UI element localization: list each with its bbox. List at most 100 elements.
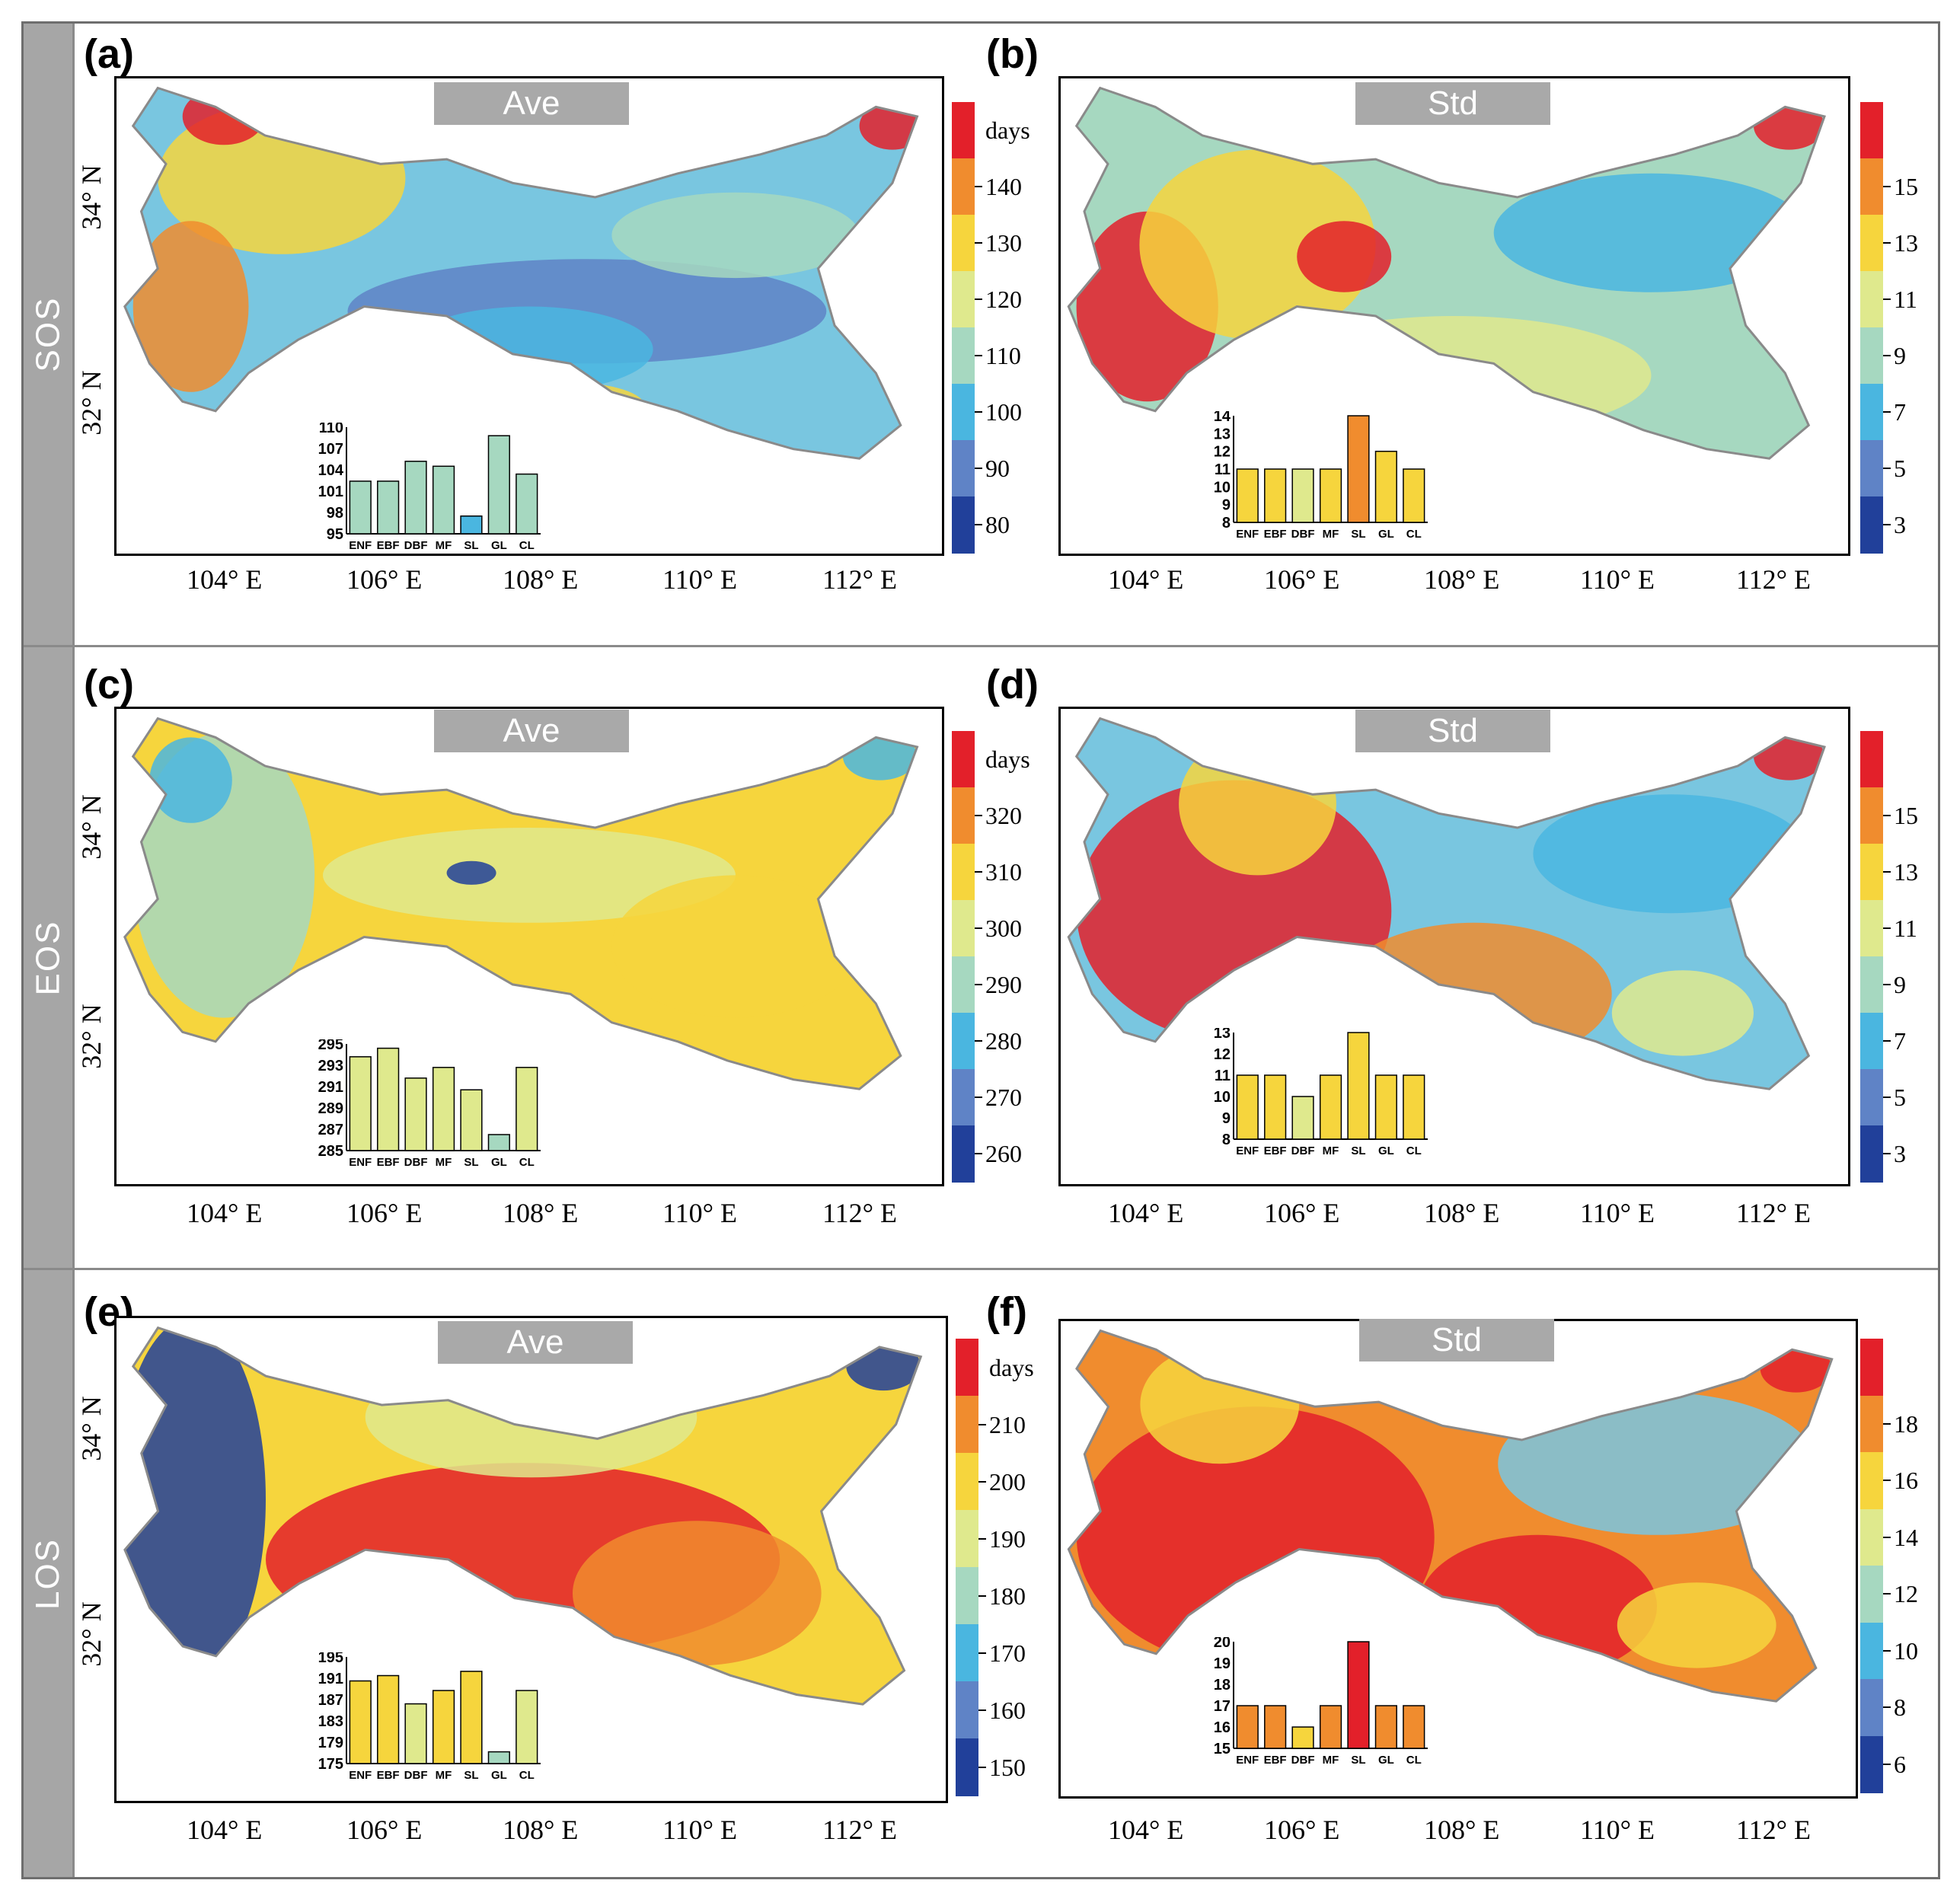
colorbar-tick-label: 12	[1894, 1580, 1918, 1608]
region-patch	[859, 102, 918, 150]
lon-label: 106° E	[346, 1198, 423, 1228]
region-patch	[1139, 149, 1376, 340]
inset-bar	[404, 1703, 427, 1764]
colorbar-tick-label: 300	[985, 915, 1022, 942]
colorbar-swatch	[952, 215, 975, 272]
colorbar-tick-label: 3	[1894, 1140, 1906, 1167]
colorbar-swatch	[1860, 1508, 1883, 1566]
colorbar-tick-label: 180	[989, 1582, 1026, 1610]
inset-x-tick-label: EBF	[377, 539, 400, 552]
inset-bar-chart: 195 191 187 183 179 175 ENF EBF DBF MF SL GL CL	[318, 1652, 541, 1782]
inset-bar	[1319, 1074, 1342, 1140]
colorbar-tick	[978, 1537, 986, 1540]
inset-y-tick-label: 10	[1214, 479, 1231, 496]
inset-bar	[1236, 468, 1259, 523]
colorbar-tick	[975, 411, 982, 413]
colorbar-tick	[1883, 1763, 1891, 1765]
lat-label: 32° N	[76, 1004, 107, 1069]
inset-bar	[404, 1077, 427, 1151]
inset-bar	[1347, 415, 1370, 523]
panel-header: Std	[1355, 82, 1550, 125]
colorbar-swatch	[956, 1339, 978, 1397]
colorbar-tick	[975, 186, 982, 187]
colorbar-swatch	[1860, 900, 1883, 957]
colorbar-tick-label: 3	[1894, 511, 1906, 538]
colorbar-tick	[975, 242, 982, 244]
colorbar-swatch	[952, 440, 975, 497]
inset-bar	[1264, 1705, 1287, 1749]
panel-header: Ave	[438, 1321, 633, 1364]
lon-label: 104° E	[1108, 564, 1184, 595]
inset-x-tick-label: MF	[436, 1769, 452, 1782]
colorbar-tick-label: 14	[1894, 1523, 1918, 1551]
colorbar-tick	[978, 1423, 986, 1425]
inset-bar	[1374, 1074, 1397, 1140]
colorbar-tick	[978, 1480, 986, 1483]
colorbar-tick	[1883, 1706, 1891, 1709]
lon-label: 106° E	[1264, 1815, 1340, 1845]
lon-label: 108° E	[1424, 1815, 1500, 1845]
row-divider-1	[24, 645, 1938, 647]
colorbar-swatch	[1860, 1622, 1883, 1680]
map-frame	[114, 1316, 948, 1803]
colorbar-tick-label: 80	[985, 511, 1010, 538]
colorbar-swatch	[1860, 1735, 1883, 1793]
inset-bar	[1264, 468, 1287, 523]
colorbar-swatch	[1860, 1013, 1883, 1070]
inset-x-tick-label: EBF	[377, 1769, 400, 1782]
colorbar: days 140 130 120 110 100 90 80	[952, 102, 1030, 554]
colorbar-tick	[978, 1709, 986, 1711]
map-frame	[1058, 76, 1850, 556]
colorbar-tick-label: 200	[989, 1467, 1026, 1496]
inset-x-tick-label: CL	[519, 1769, 535, 1782]
inset-x-tick-label: MF	[1323, 528, 1339, 541]
inset-x-tick-label: EBF	[1264, 528, 1287, 541]
inset-bar	[377, 1047, 400, 1151]
region-outline	[1067, 717, 1826, 1090]
colorbar-tick-label: 18	[1894, 1409, 1918, 1438]
map-svg	[1067, 86, 1826, 460]
colorbar-swatch	[1860, 844, 1883, 901]
region-patch	[323, 828, 736, 923]
panel-header: Ave	[434, 710, 629, 752]
region-patch	[842, 733, 918, 781]
colorbar-tick	[1883, 984, 1891, 985]
inset-bar	[460, 1089, 483, 1151]
inset-x-tick-label: ENF	[1236, 1754, 1259, 1767]
colorbar-swatch	[952, 956, 975, 1014]
map-svg	[123, 86, 919, 460]
region-patch	[1179, 733, 1336, 876]
inset-x-tick-label: ENF	[349, 539, 372, 552]
inset-x-tick-label: DBF	[1291, 1754, 1315, 1767]
lon-label: 104° E	[187, 564, 263, 595]
colorbar-swatch	[1860, 1452, 1883, 1509]
colorbar-tick-label: 290	[985, 971, 1022, 998]
colorbar-swatch	[956, 1738, 978, 1796]
lon-label: 108° E	[503, 1815, 579, 1845]
panel-label: (d)	[986, 662, 1039, 707]
inset-x-tick-label: SL	[464, 539, 478, 552]
colorbar-swatch	[1860, 440, 1883, 497]
inset-bar	[349, 1680, 372, 1764]
lat-label: 34° N	[76, 1396, 107, 1461]
colorbar-swatch	[1860, 1339, 1883, 1396]
colorbar-swatch	[952, 844, 975, 901]
inset-y-tick-label: 19	[1214, 1655, 1231, 1672]
inset-x-tick-label: DBF	[404, 1769, 428, 1782]
inset-bar	[1291, 1726, 1314, 1749]
colorbar-unit: days	[985, 117, 1030, 144]
colorbar-tick	[975, 524, 982, 525]
map-svg	[123, 1326, 923, 1706]
region-patch	[846, 1342, 921, 1391]
inset-x-tick-label: MF	[1323, 1754, 1339, 1767]
inset-y-tick-label: 20	[1214, 1637, 1231, 1651]
colorbar-swatch	[1860, 102, 1883, 159]
inset-x-tick-label: ENF	[1236, 528, 1259, 541]
inset-x-tick-label: EBF	[377, 1156, 400, 1169]
row-label-band	[24, 24, 72, 1877]
region-patch	[1760, 1345, 1832, 1393]
inset-x-tick-label: DBF	[1291, 528, 1315, 541]
inset-bar	[377, 1674, 400, 1764]
lat-label: 34° N	[76, 794, 107, 860]
inset-x-tick-label: ENF	[349, 1769, 372, 1782]
